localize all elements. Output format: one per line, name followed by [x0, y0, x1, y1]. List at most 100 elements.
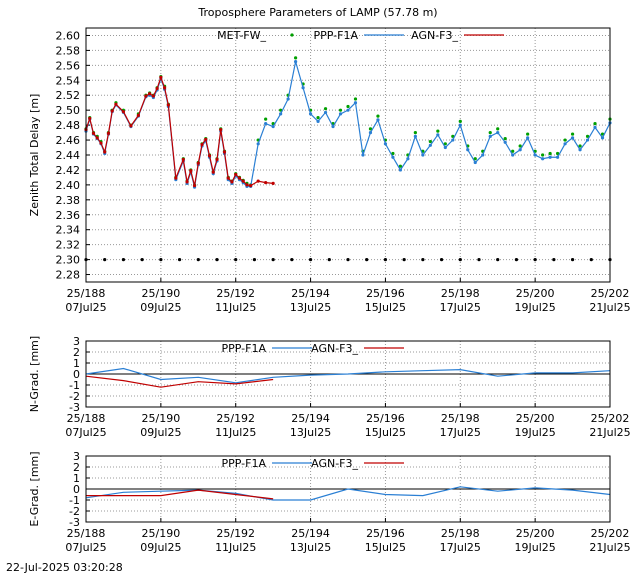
x-tick-label: 25/190	[142, 287, 181, 300]
data-point	[406, 157, 410, 161]
x-tick-label: 25/198	[441, 412, 480, 425]
data-point	[353, 101, 358, 105]
data-point	[338, 112, 343, 116]
data-point	[514, 257, 519, 262]
x-tick-label: 25/192	[216, 527, 255, 540]
data-point	[286, 97, 290, 101]
data-point	[391, 155, 395, 159]
data-point	[271, 257, 275, 262]
x-tick-date-label: 21Jul25	[589, 301, 630, 314]
y-tick-label: 2.56	[56, 59, 81, 72]
y-tick-label: 2.58	[56, 44, 81, 57]
data-point	[436, 133, 440, 137]
data-point	[481, 153, 485, 157]
legend-label: MET-FW_	[217, 29, 266, 42]
y-tick-label: 2.48	[56, 119, 81, 132]
y-tick-label: 2.32	[56, 239, 81, 252]
data-point	[600, 136, 605, 140]
legend-label: AGN-F3_	[311, 342, 358, 355]
x-tick-date-label: 11Jul25	[215, 301, 256, 314]
data-point	[563, 138, 567, 142]
data-point	[552, 257, 556, 262]
x-tick-label: 25/190	[142, 412, 181, 425]
data-point	[398, 164, 402, 168]
legend-label: PPP-F1A	[222, 342, 267, 355]
data-point	[365, 257, 369, 262]
data-point	[308, 112, 313, 116]
data-point	[226, 176, 230, 180]
data-point	[271, 181, 275, 185]
data-point	[323, 107, 328, 111]
y-tick-label: 0	[73, 483, 80, 496]
x-tick-date-label: 17Jul25	[440, 426, 481, 439]
data-point	[570, 136, 575, 140]
data-point	[230, 180, 234, 184]
data-point	[428, 143, 432, 147]
x-tick-label: 25/196	[366, 287, 405, 300]
data-point	[458, 123, 462, 127]
data-point	[323, 110, 328, 115]
data-point	[353, 97, 358, 101]
data-point	[338, 108, 343, 112]
data-point	[541, 153, 545, 157]
data-point	[151, 94, 155, 98]
data-point	[473, 157, 477, 161]
data-point	[88, 116, 92, 120]
data-point	[593, 122, 597, 126]
data-point	[237, 176, 242, 180]
data-point	[451, 138, 455, 142]
x-tick-date-label: 15Jul25	[365, 541, 406, 554]
data-point	[234, 257, 238, 262]
data-point	[556, 155, 560, 159]
y-tick-label: 1	[73, 472, 80, 485]
data-point	[148, 92, 152, 96]
data-point	[570, 132, 575, 136]
x-tick-date-label: 09Jul25	[140, 301, 181, 314]
y-tick-label: 2.34	[56, 224, 81, 237]
data-point	[413, 134, 417, 138]
data-point	[204, 137, 208, 141]
y-tick-label: -3	[69, 401, 80, 414]
x-tick-label: 25/188	[67, 412, 106, 425]
data-point	[466, 148, 470, 152]
data-point	[443, 142, 447, 146]
data-point	[121, 257, 126, 262]
data-point	[511, 149, 515, 153]
data-point	[103, 150, 107, 154]
data-point	[181, 157, 185, 162]
data-point	[215, 157, 219, 162]
data-point	[159, 75, 163, 79]
series-line-ppp-f1a	[85, 367, 611, 384]
data-point	[496, 127, 500, 131]
series-line-agn-f3-	[85, 75, 274, 187]
data-point	[488, 130, 492, 135]
data-point	[95, 136, 99, 140]
data-point	[548, 151, 552, 156]
data-point	[578, 144, 582, 148]
data-point	[526, 136, 530, 140]
y-tick-label: 3	[73, 450, 80, 463]
data-point	[439, 257, 444, 262]
data-point	[477, 257, 481, 262]
data-point	[121, 110, 126, 114]
x-tick-date-label: 13Jul25	[290, 426, 331, 439]
data-point	[144, 94, 148, 98]
data-point	[136, 113, 140, 118]
data-point	[563, 142, 567, 146]
y-tick-label: 2.30	[56, 254, 81, 267]
data-point	[421, 257, 425, 262]
x-tick-label: 25/196	[366, 527, 405, 540]
data-point	[264, 122, 268, 126]
y-tick-label: 2.46	[56, 134, 81, 147]
data-point	[585, 134, 590, 138]
y-tick-label: 2.60	[56, 29, 81, 42]
data-point	[189, 169, 193, 173]
data-point	[511, 153, 515, 157]
data-point	[271, 125, 275, 129]
data-point	[346, 257, 350, 262]
data-point	[155, 86, 159, 91]
data-point	[196, 257, 200, 262]
y-tick-label: 2.44	[56, 149, 81, 162]
data-point	[241, 179, 245, 183]
data-point	[346, 104, 350, 109]
